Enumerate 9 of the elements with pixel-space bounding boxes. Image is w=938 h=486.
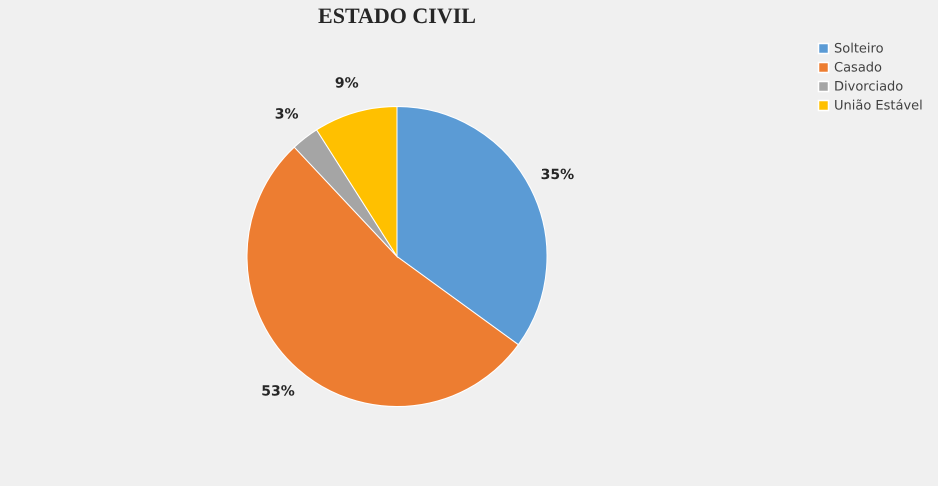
data-label: 9% (334, 76, 359, 92)
chart-title: ESTADO CIVIL (318, 3, 476, 28)
legend-label: Solteiro (834, 42, 884, 56)
legend-label: Casado (834, 60, 882, 76)
data-label: 3% (274, 106, 299, 122)
legend-label: Divorciado (834, 80, 904, 94)
legend-label: União Estável (834, 98, 923, 114)
data-label: 35% (540, 166, 574, 183)
data-label: 53% (261, 384, 295, 400)
